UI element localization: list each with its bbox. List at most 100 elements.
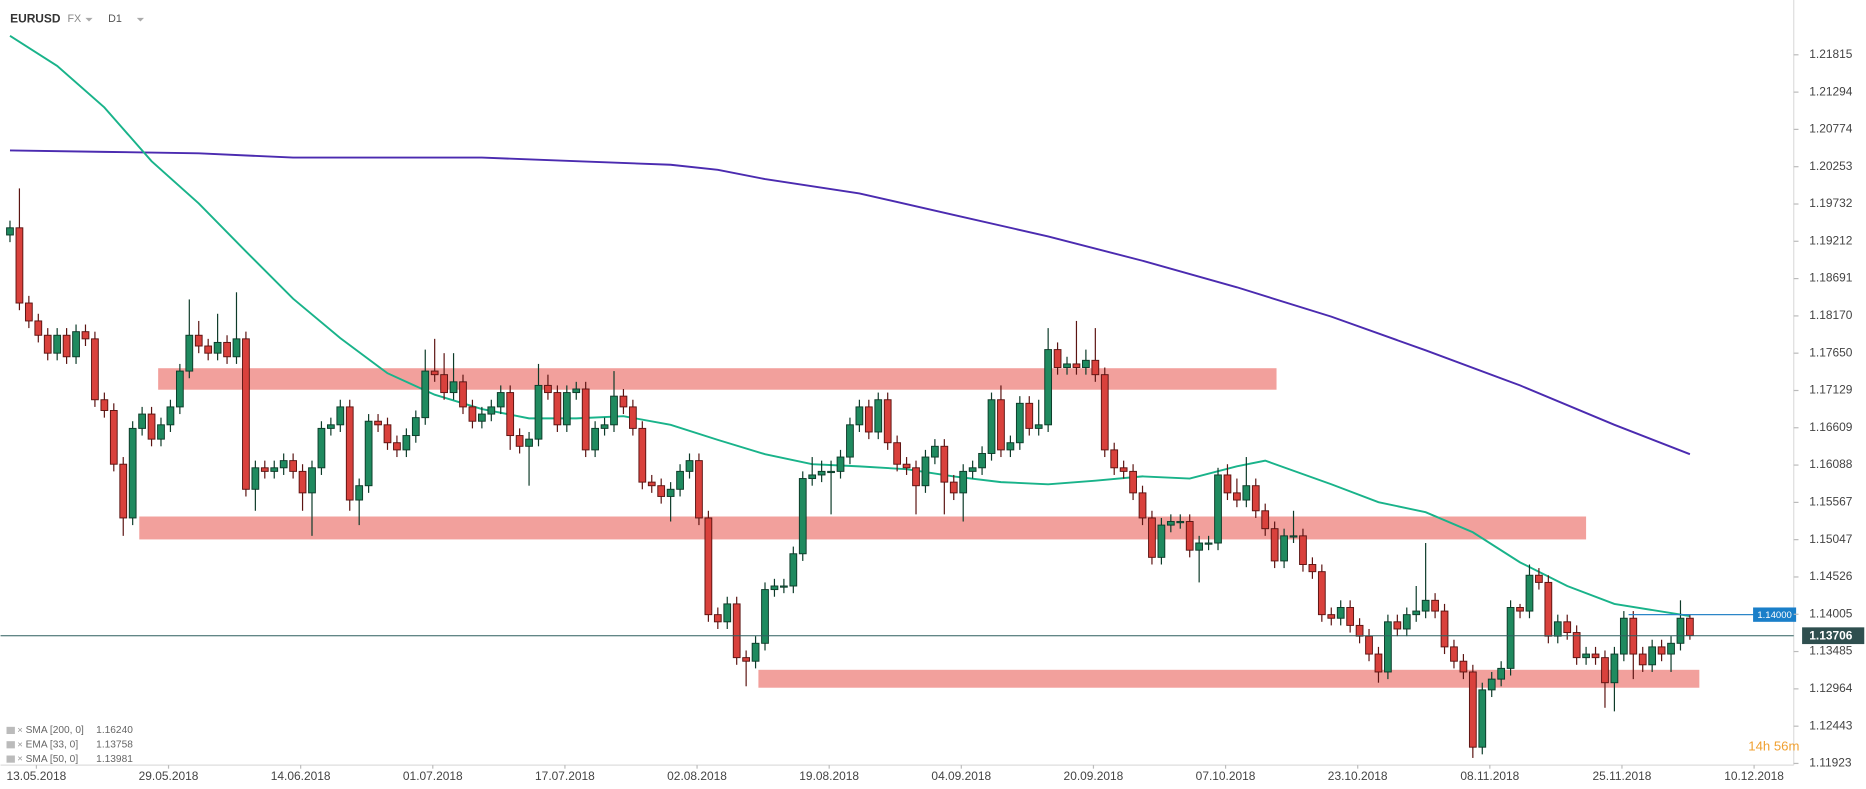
moving-average	[9, 35, 1691, 618]
y-tick-label: 1.15567	[1809, 495, 1853, 509]
candle-body	[1516, 607, 1524, 612]
candle-body	[1091, 359, 1100, 376]
candle-body	[713, 614, 722, 623]
candle-body	[912, 467, 920, 487]
y-tick-label: 1.21815	[1809, 47, 1853, 61]
candle-body	[1195, 542, 1204, 551]
legend-value: 1.13981	[96, 754, 133, 765]
candle-body	[1346, 607, 1355, 626]
candle-body	[751, 642, 760, 662]
zone	[139, 516, 1587, 540]
candle-body	[345, 406, 354, 501]
moving-average	[9, 149, 1691, 456]
candle-body	[553, 392, 562, 426]
x-tick-label: 01.07.2018	[403, 769, 463, 783]
candle-body	[1601, 657, 1609, 684]
candle-body	[1393, 621, 1402, 630]
candle-body	[251, 467, 260, 490]
candle-body	[600, 424, 609, 429]
candle-body	[147, 413, 156, 440]
candle-body	[742, 657, 751, 662]
candle-body	[157, 424, 165, 440]
symbol[interactable]: EURUSD	[10, 11, 61, 25]
candle-body	[1582, 653, 1590, 659]
x-tick-label: 14.06.2018	[271, 769, 331, 783]
candle-body	[1535, 574, 1543, 583]
y-tick-label: 1.13485	[1809, 644, 1853, 658]
candle-body	[695, 460, 703, 519]
candle-body	[761, 589, 769, 644]
candle-body	[1374, 653, 1383, 673]
candle-body	[1572, 632, 1581, 659]
candle-body	[1006, 442, 1015, 451]
market[interactable]: FX	[67, 13, 81, 25]
candle-body	[610, 395, 618, 426]
y-tick-label: 1.18170	[1809, 308, 1853, 322]
legend-name: SMA [200, 0]	[26, 725, 84, 736]
candle-body	[723, 603, 732, 623]
x-tick-label: 25.11.2018	[1593, 769, 1652, 783]
x-tick-label: 19.08.2018	[799, 769, 859, 783]
y-tick-label: 1.16088	[1809, 457, 1853, 471]
candle-body	[1280, 535, 1288, 562]
candle-body	[770, 585, 779, 591]
candle-body	[1044, 349, 1053, 426]
candle-body	[836, 456, 845, 472]
candle-body	[317, 427, 326, 469]
x-tick-label: 20.09.2018	[1064, 769, 1124, 783]
candle-body	[34, 320, 43, 336]
candle-body	[194, 334, 203, 347]
x-tick-label: 04.09.2018	[931, 769, 991, 783]
candle-body	[1667, 642, 1675, 655]
zone	[758, 669, 1700, 688]
candle-body	[1506, 607, 1515, 669]
candle-body	[544, 384, 552, 394]
y-tick-label: 1.12964	[1809, 681, 1853, 695]
interval[interactable]: D1	[108, 13, 122, 25]
dropdown-arrow[interactable]	[85, 17, 93, 22]
candle-body	[1553, 621, 1562, 637]
candle-body	[1638, 653, 1647, 666]
candle-body	[1082, 359, 1090, 368]
candle-body	[1299, 535, 1307, 565]
candle-body	[940, 445, 949, 483]
candle-body	[1289, 535, 1298, 538]
y-tick-label: 1.12443	[1809, 718, 1853, 732]
candle-body	[393, 442, 401, 451]
candle-body	[298, 470, 307, 494]
candle-body	[1365, 635, 1373, 655]
candle-body	[468, 406, 477, 422]
candle-body	[997, 399, 1005, 451]
candle-body	[43, 334, 52, 354]
candle-body	[1336, 607, 1345, 619]
legend-close: ×	[17, 739, 23, 750]
candle-body	[921, 456, 930, 487]
candle-body	[270, 467, 279, 472]
candle-body	[1421, 599, 1430, 612]
legend-value: 1.13758	[96, 739, 133, 750]
candle-body	[1676, 617, 1685, 644]
candle-body	[525, 438, 533, 447]
candle-body	[1450, 646, 1458, 662]
y-tick-label: 1.11923	[1809, 756, 1852, 770]
candle-body	[1327, 614, 1336, 619]
dropdown-arrow[interactable]	[136, 17, 144, 22]
candle-body	[1459, 660, 1468, 673]
y-tick-label: 1.19212	[1809, 233, 1853, 247]
candle-body	[383, 424, 392, 444]
candle-body	[591, 427, 600, 451]
legend-name: EMA [33, 0]	[26, 739, 79, 750]
candle-body	[411, 417, 420, 437]
candle-body	[1412, 610, 1421, 616]
candle-body	[204, 345, 213, 354]
candle-body	[260, 467, 269, 472]
candle-body	[1591, 653, 1600, 659]
candle-body	[336, 406, 345, 426]
candle-body	[232, 338, 241, 358]
candle-body	[1053, 349, 1062, 368]
x-tick-label: 08.11.2018	[1460, 769, 1519, 783]
candle-body	[242, 338, 250, 490]
